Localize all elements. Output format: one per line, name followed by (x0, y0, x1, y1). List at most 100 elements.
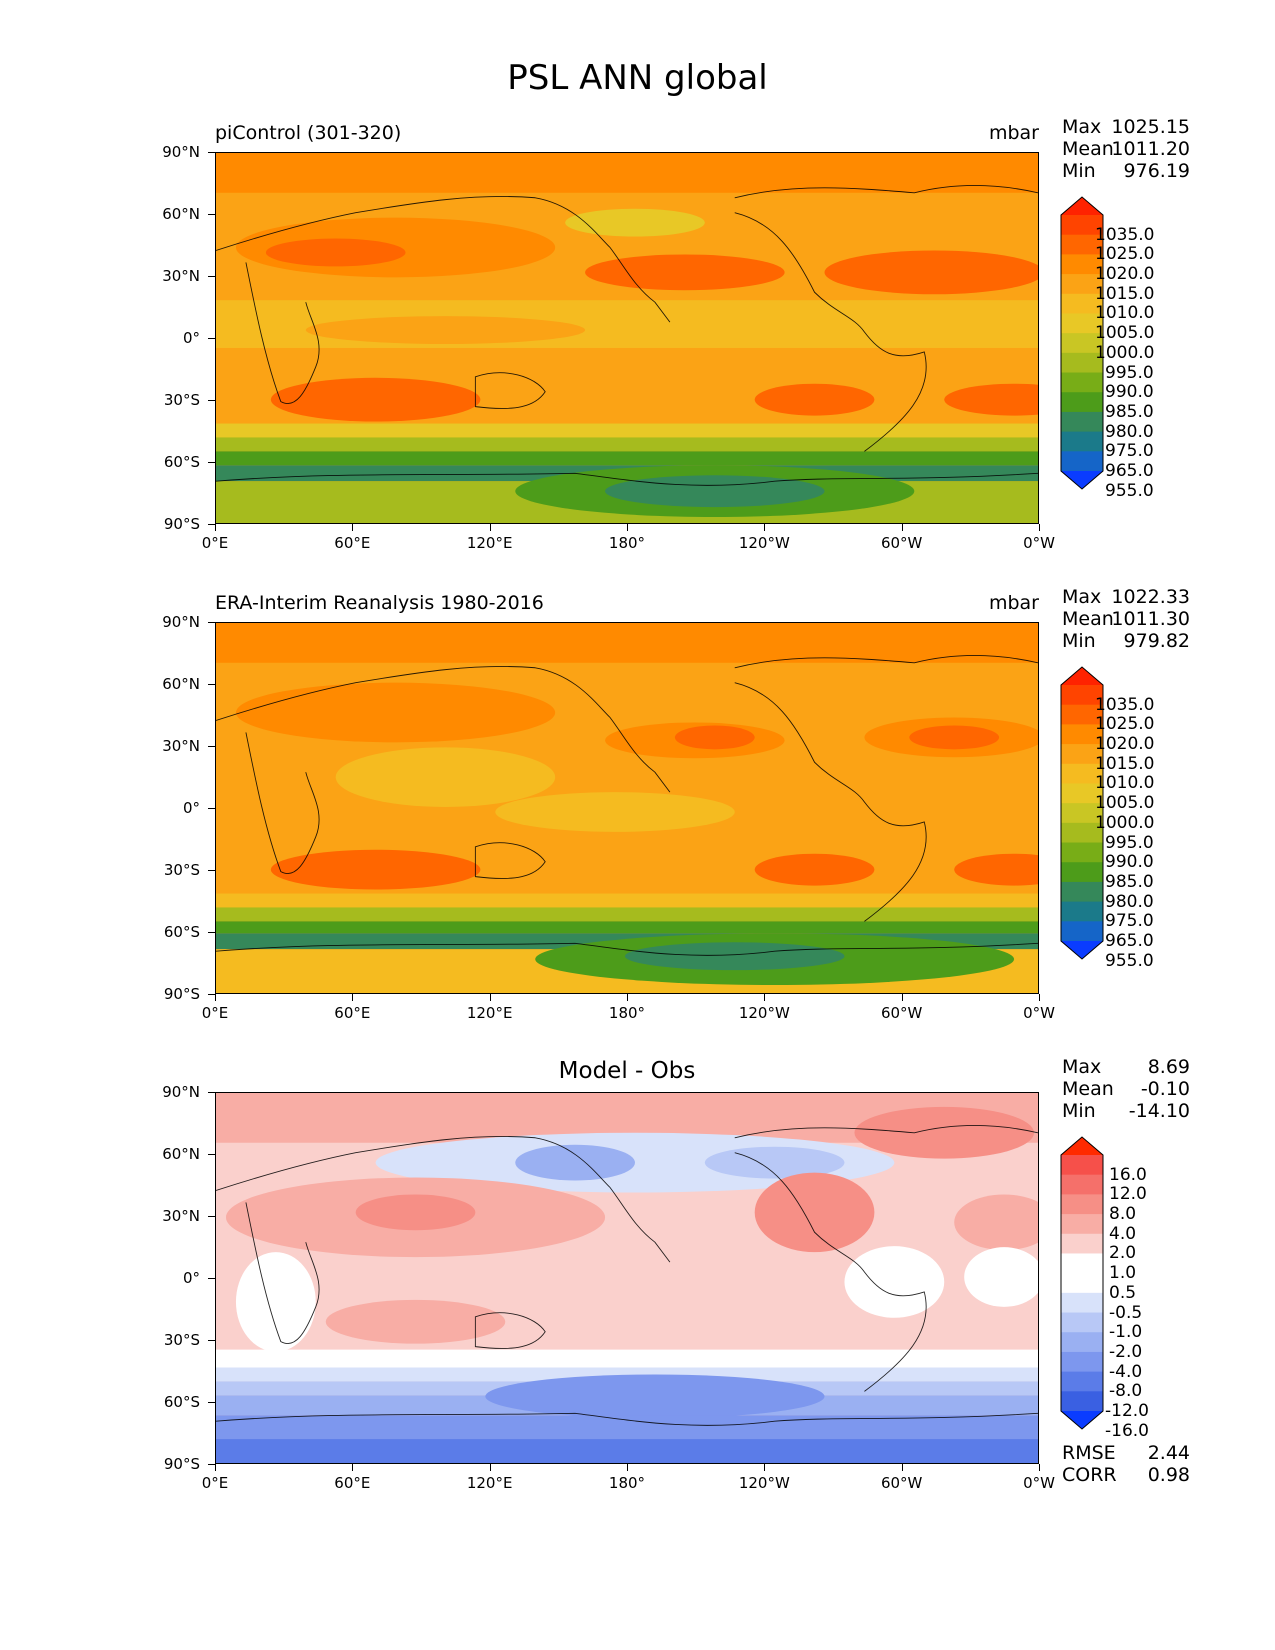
x-tick-mark (489, 524, 491, 531)
x-tick-label: 60°E (334, 534, 371, 552)
stat-value: 1022.33 (1111, 586, 1190, 608)
x-tick-mark (215, 994, 216, 1001)
colorbar-segment (1061, 431, 1103, 452)
colorbar-segment (1061, 822, 1103, 844)
x-tick-mark (901, 1464, 903, 1471)
x-tick-mark (489, 1464, 491, 1471)
x-tick-label: 60°W (880, 534, 923, 552)
colorbar-segment (1061, 392, 1103, 413)
stat-max: Max 1022.33 (1062, 586, 1190, 608)
y-tick-label: 60°S (163, 1393, 200, 1411)
colorbar-tick-label: 955.0 (1105, 480, 1154, 501)
colorbar-tick-label: 1020.0 (1095, 264, 1155, 285)
colorbar-segment (1061, 451, 1103, 472)
stats-block: Max 1022.33 Mean 1011.30 Min 979.82 (1062, 586, 1190, 652)
y-tick-label: 30°S (163, 391, 200, 409)
colorbar-tick-label: 1010.0 (1095, 773, 1155, 794)
colorbar-segment (1061, 411, 1103, 433)
stat-value: 1025.15 (1111, 116, 1190, 138)
x-tick-mark (352, 994, 354, 1001)
stat-value: 1011.30 (1111, 608, 1190, 630)
colorbar-segment (1061, 274, 1103, 295)
panel-model-minus-obs: Model - Obs (0, 940, 1275, 1492)
y-tick-mark (208, 746, 215, 747)
y-tick-label: 90°S (163, 985, 200, 1003)
colorbar-tick-label: 1000.0 (1095, 812, 1155, 833)
x-tick-label: 120°W (738, 534, 790, 552)
x-tick-mark (764, 524, 766, 531)
colorbar-tick-label: 1025.0 (1095, 244, 1155, 265)
x-tick-mark (901, 524, 903, 531)
x-tick-label: 0°W (1023, 534, 1055, 552)
colorbar-tick-label: 980.0 (1105, 421, 1154, 442)
x-tick-mark (627, 1464, 628, 1471)
colorbar-extend-min (1061, 1411, 1103, 1429)
colorbar-outline (1060, 1136, 1104, 1430)
x-tick-label: 120°W (738, 1474, 790, 1492)
stat-value: -14.10 (1128, 1100, 1190, 1122)
colorbar-tick-label: 1000.0 (1095, 342, 1155, 363)
x-tick-label: 60°W (880, 1474, 923, 1492)
colorbar-segment (1061, 901, 1103, 922)
colorbar-extend-max (1061, 667, 1103, 685)
colorbar-tick-label: 965.0 (1105, 461, 1154, 481)
y-tick-label: 90°N (162, 143, 200, 161)
stat-mean: Mean 1011.30 (1062, 608, 1190, 630)
y-tick-label: 60°S (163, 453, 200, 471)
colorbar-tick-label: 975.0 (1105, 441, 1154, 462)
x-tick-label: 180° (608, 1474, 646, 1492)
colorbar-outline (1060, 666, 1104, 960)
colorbar-tick-label: 990.0 (1105, 382, 1154, 403)
map-canvas (216, 1093, 1038, 1463)
metric-corr: CORR 0.98 (1062, 1464, 1190, 1486)
y-tick-label: 30°S (163, 861, 200, 879)
x-tick-label: 60°W (880, 1004, 923, 1022)
x-tick-label: 180° (608, 534, 646, 552)
y-tick-mark (208, 524, 215, 525)
stat-label: Min (1062, 630, 1096, 652)
y-tick-label: 0° (182, 799, 200, 817)
panel-picontrol: piControl (301-320) mbar (0, 0, 1275, 552)
y-tick-mark (208, 338, 215, 339)
y-tick-label: 90°N (162, 613, 200, 631)
y-tick-mark (208, 1278, 215, 1279)
y-tick-mark (208, 1154, 215, 1155)
colorbar-tick-label: 1020.0 (1095, 734, 1155, 755)
x-tick-label: 120°E (466, 1474, 513, 1492)
map-canvas (216, 153, 1038, 523)
y-tick-label: 0° (182, 329, 200, 347)
x-tick-mark (901, 994, 903, 1001)
y-tick-label: 60°N (162, 1145, 200, 1163)
colorbar-outline (1060, 196, 1104, 490)
map-canvas (216, 623, 1038, 993)
metric-label: RMSE (1062, 1442, 1116, 1464)
x-tick-label: 180° (608, 1004, 646, 1022)
colorbar-segment (1061, 1312, 1103, 1333)
y-tick-label: 30°S (163, 1331, 200, 1349)
stat-value: -0.10 (1140, 1078, 1190, 1100)
colorbar-tick-label: 16.0 (1109, 1164, 1147, 1185)
colorbar-segment (1061, 1273, 1103, 1294)
stat-label: Max (1062, 116, 1102, 138)
stat-mean: Mean -0.10 (1062, 1078, 1190, 1100)
colorbar-tick-label: 1035.0 (1095, 694, 1155, 715)
y-tick-label: 90°S (163, 1455, 200, 1473)
panel-title: ERA-Interim Reanalysis 1980-2016 (215, 592, 544, 614)
colorbar-tick-label: -4.0 (1109, 1361, 1143, 1382)
x-tick-mark (627, 994, 628, 1001)
colorbar-tick-label: 1015.0 (1095, 753, 1155, 774)
colorbar-segment (1061, 1371, 1103, 1392)
panel-title: piControl (301-320) (215, 122, 402, 144)
colorbar-segment (1061, 803, 1103, 824)
colorbar-segment (1061, 1233, 1103, 1255)
colorbar-extend-min (1061, 941, 1103, 959)
colorbar-tick-label: 1010.0 (1095, 303, 1155, 324)
x-tick-label: 120°E (466, 1004, 513, 1022)
colorbar-segment (1061, 1351, 1103, 1373)
stat-max: Max 1025.15 (1062, 116, 1190, 138)
y-tick-mark (208, 1216, 215, 1217)
colorbar-tick-label: 1015.0 (1095, 283, 1155, 304)
y-tick-mark (208, 462, 215, 463)
figure-title: PSL ANN global (507, 58, 768, 98)
colorbar-segment (1061, 215, 1103, 236)
